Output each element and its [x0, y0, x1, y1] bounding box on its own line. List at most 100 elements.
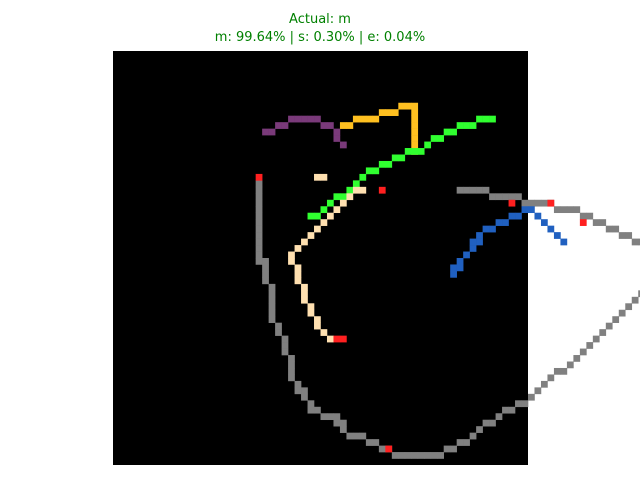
heatmap-cell-cream — [307, 303, 315, 311]
heatmap-cell-gray — [268, 309, 276, 317]
heatmap-cell-gray — [424, 452, 432, 459]
heatmap-cell-gray — [508, 193, 516, 201]
heatmap-cell-gray — [566, 206, 574, 214]
heatmap-cell-cream — [339, 199, 347, 207]
heatmap-cell-red — [255, 173, 263, 181]
heatmap-cell-gold — [346, 122, 354, 129]
heatmap-cell-gray — [352, 432, 360, 440]
heatmap-cell-green — [359, 173, 367, 181]
heatmap-cell-gold — [398, 102, 406, 110]
heatmap-cell-cream — [301, 296, 308, 304]
heatmap-cell-purple — [333, 128, 341, 136]
heatmap-cell-blue — [560, 238, 568, 246]
heatmap-cell-gray — [255, 199, 263, 207]
heatmap-cell-gray — [320, 413, 328, 421]
heatmap-cell-purple — [288, 115, 295, 123]
heatmap-cell-green — [476, 115, 483, 123]
heatmap-cell-gray — [268, 283, 276, 291]
heatmap-cell-green — [417, 148, 425, 155]
heatmap-cell-gray — [599, 219, 607, 226]
heatmap-cell-red — [547, 199, 555, 207]
heatmap-cell-gray — [411, 452, 419, 459]
heatmap-cell-gray — [528, 199, 535, 207]
heatmap-cell-cream — [320, 219, 328, 226]
heatmap-cell-gold — [411, 128, 419, 136]
heatmap-cell-gray — [631, 296, 639, 304]
heatmap-cell-cream — [307, 232, 315, 239]
heatmap-cell-gray — [262, 277, 269, 285]
heatmap-cell-gray — [515, 400, 522, 408]
heatmap-cell-gray — [268, 316, 276, 323]
heatmap-cell-gray — [294, 387, 302, 395]
heatmap-cell-gray — [346, 432, 354, 440]
heatmap-cell-gray — [625, 303, 633, 311]
heatmap-cell-red — [385, 445, 393, 453]
heatmap-cell-blue — [534, 212, 542, 220]
heatmap-cell-gray — [255, 232, 263, 239]
heatmap-cell-gray — [443, 445, 451, 453]
heatmap-cell-gray — [463, 186, 470, 194]
heatmap-cell-gray — [612, 316, 620, 323]
heatmap-cell-purple — [262, 128, 269, 136]
heatmap-cell-gold — [404, 102, 412, 110]
heatmap-cell-gray — [314, 406, 321, 414]
heatmap-cell-gray — [275, 329, 282, 336]
heatmap-cell-blue — [521, 206, 529, 214]
heatmap-cell-gray — [288, 361, 295, 369]
heatmap-cell-red — [378, 186, 386, 194]
heatmap-cell-gray — [255, 238, 263, 246]
heatmap-cell-gray — [469, 186, 477, 194]
heatmap-cell-red — [339, 335, 347, 343]
heatmap-cell-cream — [288, 251, 295, 259]
heatmap-cell-green — [307, 212, 315, 220]
heatmap-cell-gray — [573, 355, 581, 362]
heatmap-cell-red — [508, 199, 516, 207]
heatmap-cell-gray — [631, 238, 639, 246]
heatmap-cell-green — [365, 167, 373, 175]
heatmap-cell-gray — [268, 290, 276, 298]
heatmap-cell-gray — [262, 258, 269, 265]
heatmap-cell-gray — [255, 251, 263, 259]
heatmap-cell-green — [398, 154, 406, 162]
heatmap-cell-gray — [294, 380, 302, 388]
heatmap-cell-gray — [255, 219, 263, 226]
heatmap-cell-gray — [339, 419, 347, 427]
heatmap-cell-gray — [489, 193, 496, 201]
heatmap-cell-gray — [560, 206, 568, 214]
heatmap-cell-gray — [586, 212, 594, 220]
heatmap-cell-purple — [339, 141, 347, 149]
heatmap-cell-green — [372, 167, 380, 175]
heatmap-cell-green — [430, 135, 438, 142]
heatmap-cell-gray — [281, 335, 289, 343]
heatmap-cell-gray — [359, 432, 367, 440]
heatmap-cell-gray — [268, 296, 276, 304]
heatmap-cell-gray — [495, 413, 503, 421]
heatmap-cell-gray — [566, 361, 574, 369]
heatmap-cell-gray — [521, 199, 529, 207]
heatmap-cell-blue — [508, 212, 516, 220]
heatmap-cell-gray — [638, 290, 640, 298]
heatmap-cell-blue — [476, 238, 483, 246]
heatmap-cell-gray — [469, 432, 477, 440]
heatmap-cell-gray — [255, 193, 263, 201]
heatmap-cell-green — [469, 122, 477, 129]
heatmap-cell-gray — [560, 367, 568, 375]
heatmap-cell-gray — [599, 329, 607, 336]
heatmap-cell-cream — [294, 245, 302, 252]
heatmap-cell-red — [579, 219, 587, 226]
heatmap-cell-green — [378, 160, 386, 168]
heatmap-cells — [255, 102, 640, 459]
heatmap-cell-gray — [534, 199, 542, 207]
heatmap-cell-gray — [463, 439, 470, 446]
heatmap-cell-green — [352, 180, 360, 188]
heatmap-cell-gray — [540, 199, 548, 207]
heatmap-cell-cream — [301, 290, 308, 298]
heatmap-cell-gray — [255, 212, 263, 220]
heatmap-cell-gray — [281, 348, 289, 356]
heatmap-cell-gray — [625, 232, 633, 239]
heatmap-cell-green — [385, 160, 393, 168]
heatmap-cell-blue — [553, 232, 561, 239]
heatmap-cell-purple — [294, 115, 302, 123]
heatmap-cell-purple — [281, 122, 289, 129]
